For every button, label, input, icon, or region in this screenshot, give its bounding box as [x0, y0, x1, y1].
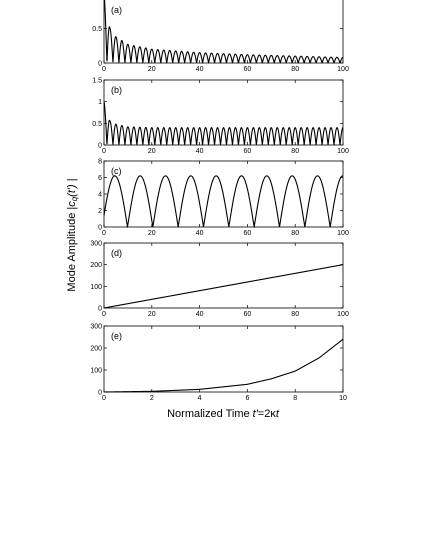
- x-tick-label: 40: [196, 148, 204, 155]
- y-tick-label: 4: [98, 192, 102, 199]
- x-tick-label: 20: [148, 230, 156, 237]
- y-tick-label: 200: [90, 262, 102, 269]
- panel-a: 0 20 40 60 80 100 0 0.5 (a): [92, 0, 349, 73]
- x-tick-label: 100: [337, 148, 349, 155]
- panel-d: 0 20 40 60 80 100 0 100 200 300 (d): [90, 241, 349, 319]
- panel-label: (a): [111, 5, 122, 15]
- x-tick-label: 80: [291, 148, 299, 155]
- data-curve: [103, 101, 344, 145]
- y-tick-label: 1.5: [92, 78, 102, 85]
- axes-frame: [103, 325, 344, 393]
- x-tick-label: 60: [244, 66, 252, 73]
- x-tick-label: 60: [244, 148, 252, 155]
- panel-b: 0 20 40 60 80 100 0 0.5 1 1.5 (b): [92, 78, 349, 156]
- x-tick-label: 100: [337, 230, 349, 237]
- y-tick-label: 0.5: [92, 121, 102, 128]
- x-tick-label: 20: [148, 148, 156, 155]
- x-tick-label: 6: [245, 395, 249, 402]
- x-tick-label: 60: [244, 311, 252, 318]
- panel-label: (e): [111, 331, 122, 341]
- data-curve: [104, 338, 344, 393]
- x-tick-label: 40: [196, 230, 204, 237]
- y-tick-label: 0: [98, 143, 102, 150]
- x-tick-label: 40: [196, 311, 204, 318]
- y-tick-label: 2: [98, 208, 102, 215]
- x-tick-label: 8: [293, 395, 297, 402]
- y-tick-label: 6: [98, 175, 102, 182]
- data-curve: [103, 264, 344, 309]
- x-tick-label: 80: [291, 311, 299, 318]
- y-tick-label: 200: [90, 346, 102, 353]
- x-axis-title: Normalized Time t′=2κt: [167, 408, 280, 420]
- x-tick-label: 60: [244, 230, 252, 237]
- y-axis-title: Mode Amplitude |cq(t′) |: [66, 178, 79, 291]
- x-tick-label: 4: [198, 395, 202, 402]
- y-tick-label: 0: [98, 225, 102, 232]
- y-tick-label: 0: [98, 306, 102, 313]
- panel-c: 0 20 40 60 80 100 0 2 4 6 8 (c): [98, 159, 349, 238]
- x-tick-label: 10: [339, 395, 347, 402]
- x-tick-label: 0: [102, 311, 106, 318]
- x-tick-label: 0: [102, 148, 106, 155]
- y-tick-label: 0: [98, 390, 102, 397]
- data-curve: [103, 0, 344, 64]
- axes-frame: [103, 79, 344, 146]
- y-tick-label: 100: [90, 284, 102, 291]
- y-tick-label: 0: [98, 61, 102, 68]
- y-tick-label: 100: [90, 368, 102, 375]
- x-tick-label: 40: [196, 66, 204, 73]
- y-tick-label: 300: [90, 324, 102, 331]
- data-curve: [103, 175, 344, 229]
- axes-frame: [103, 242, 344, 309]
- y-tick-label: 8: [98, 159, 102, 166]
- x-tick-label: 0: [102, 66, 106, 73]
- x-tick-label: 2: [150, 395, 154, 402]
- x-tick-label: 0: [102, 230, 106, 237]
- x-tick-label: 20: [148, 311, 156, 318]
- y-tick-label: 1: [98, 99, 102, 106]
- panel-label: (c): [111, 166, 122, 176]
- y-tick-label: 0.5: [92, 26, 102, 33]
- x-tick-label: 20: [148, 66, 156, 73]
- x-tick-label: 100: [337, 311, 349, 318]
- y-tick-label: 300: [90, 241, 102, 248]
- panel-label: (b): [111, 85, 122, 95]
- x-tick-label: 80: [291, 230, 299, 237]
- x-tick-label: 80: [291, 66, 299, 73]
- x-tick-label: 0: [102, 395, 106, 402]
- x-tick-label: 100: [337, 66, 349, 73]
- panel-label: (d): [111, 248, 122, 258]
